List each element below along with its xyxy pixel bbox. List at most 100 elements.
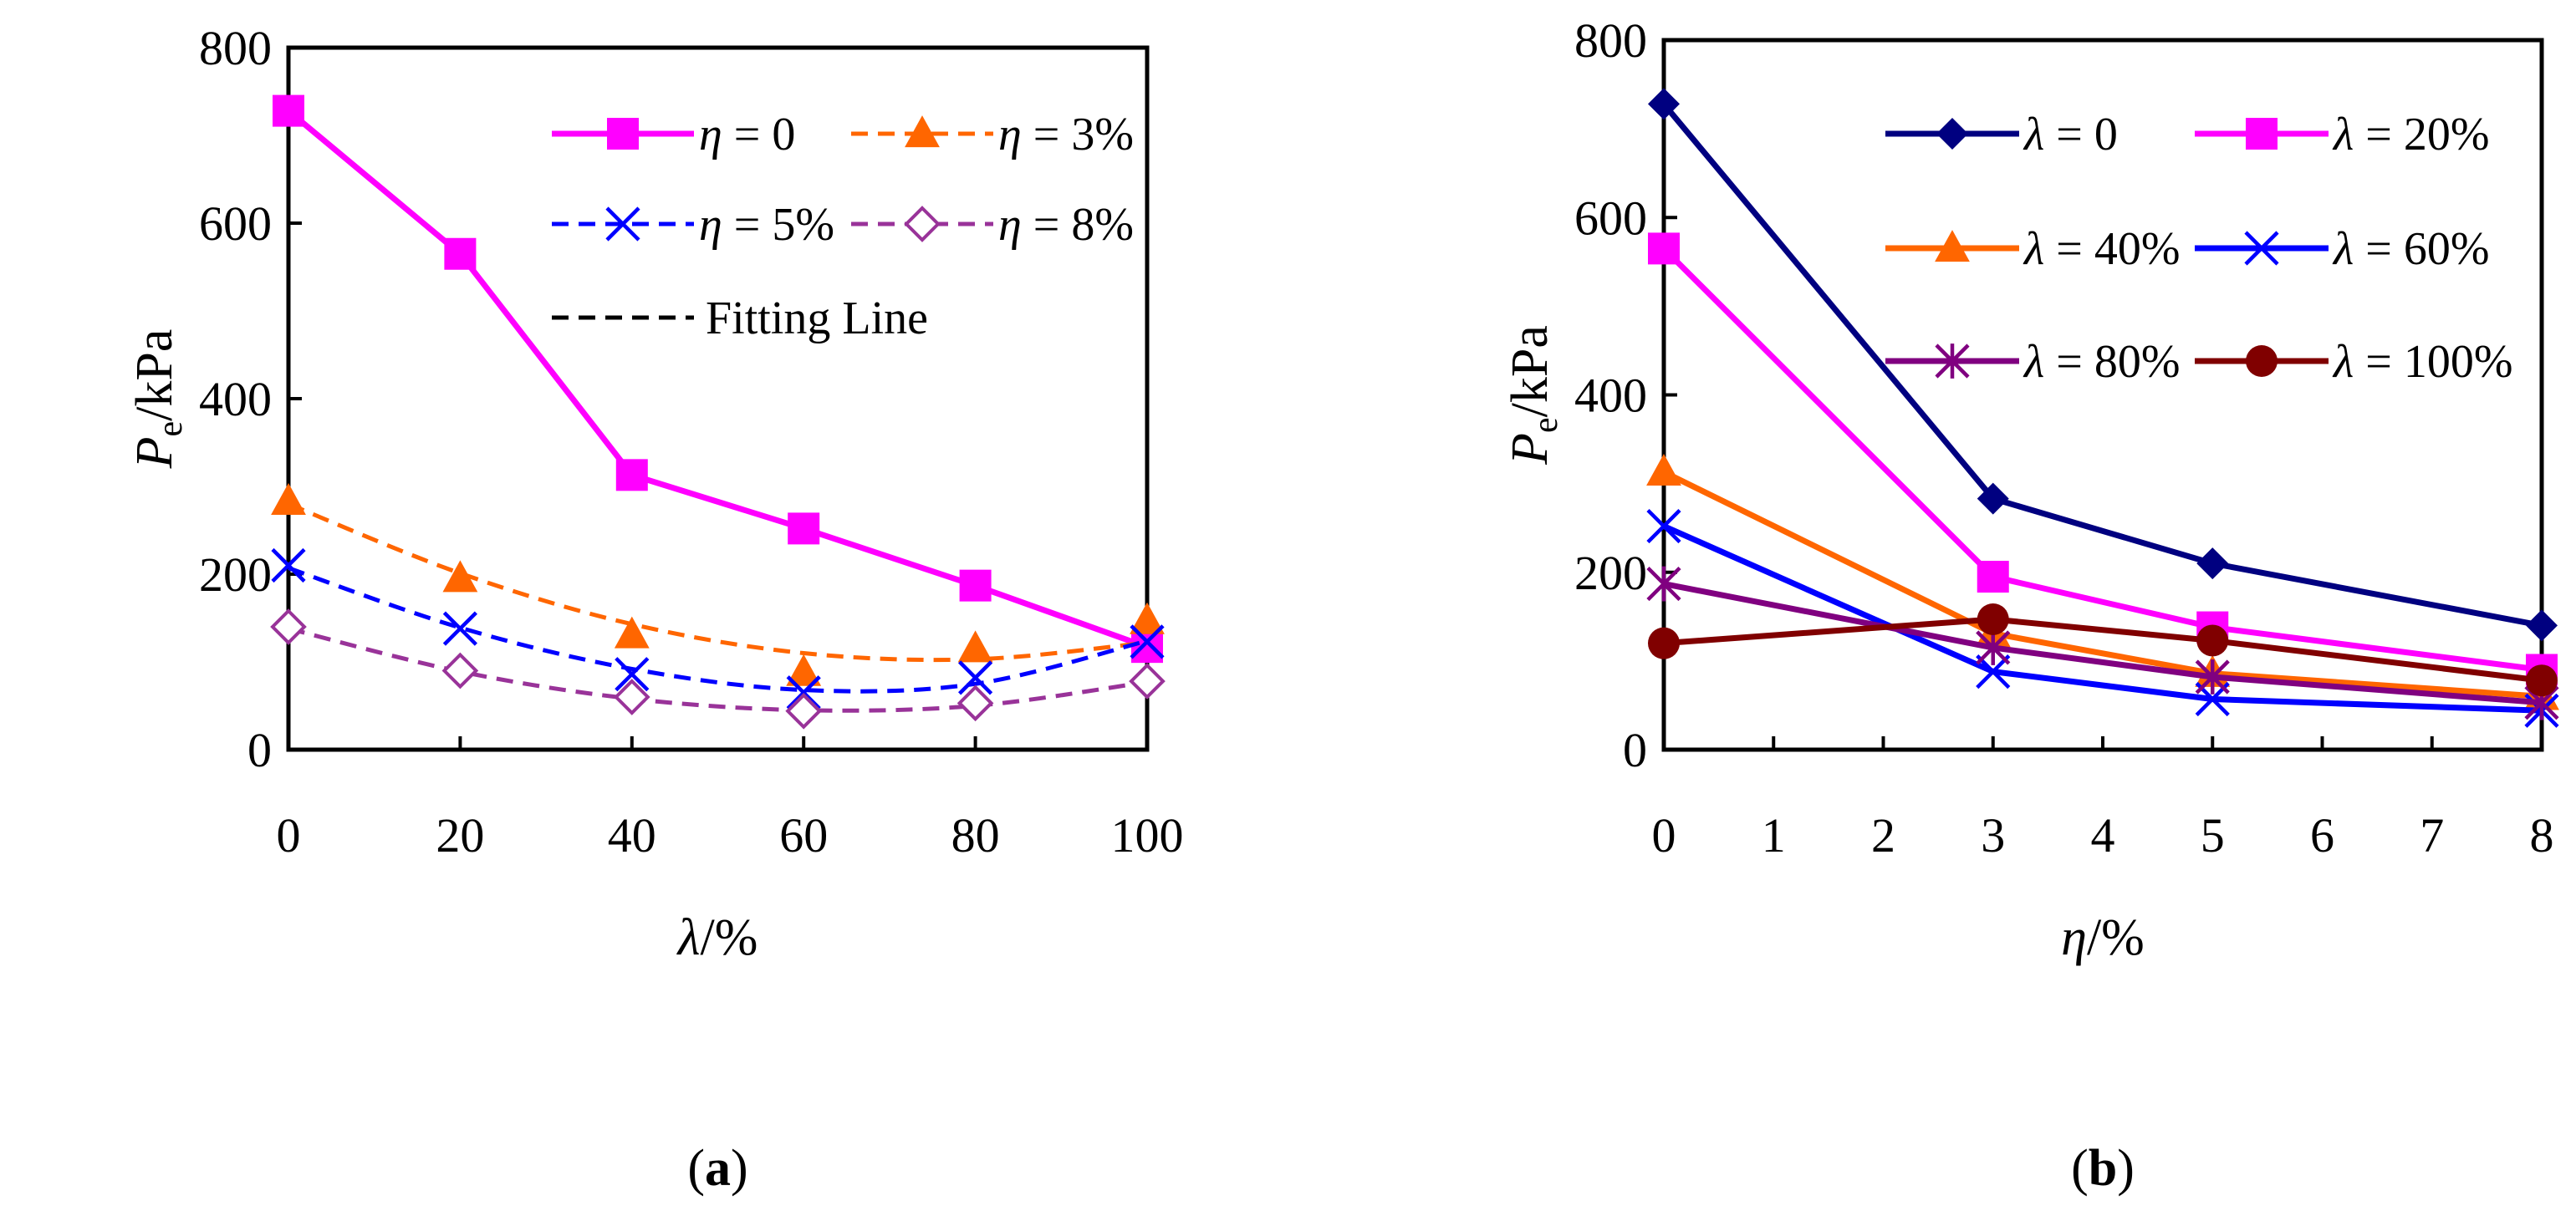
series-5: [1648, 603, 2558, 697]
legend-marker: [904, 206, 941, 242]
x-tick-label: 80: [951, 808, 1000, 862]
y-axis-label-subscript: e: [1527, 417, 1565, 433]
data-point: [441, 652, 479, 689]
data-point: [1646, 453, 1681, 486]
panel-label-letter: b: [2089, 1140, 2117, 1197]
series-line: [1662, 469, 2543, 700]
data-point: [271, 547, 306, 583]
panel-label-close: ): [731, 1140, 748, 1197]
x-tick-label: 3: [1981, 808, 2005, 862]
legend-label: Fitting Line: [706, 293, 928, 344]
data-point: [786, 654, 822, 686]
x-axis-label-unit: /%: [700, 909, 757, 966]
panel-label: (a): [687, 1140, 747, 1197]
data-point: [1648, 232, 1680, 265]
series-line: [1661, 102, 2543, 628]
legend-entry: λ = 0: [1885, 109, 2118, 160]
legend-entry: η = 0: [552, 109, 795, 160]
series-2: [271, 547, 1165, 710]
legend-marker: [605, 206, 640, 242]
series-line: [1663, 581, 2543, 706]
x-tick-label: 0: [277, 808, 301, 862]
legend-label-text: = 0: [722, 109, 796, 160]
data-point: [958, 660, 993, 695]
y-tick-label: 800: [1574, 13, 1647, 68]
y-tick-label: 200: [1574, 546, 1647, 600]
data-point: [1977, 603, 2009, 635]
series-1: [1648, 232, 2558, 686]
x-tick-label: 60: [779, 808, 828, 862]
legend-label-text: = 8%: [1022, 199, 1134, 251]
legend-label-symbol: η: [699, 109, 722, 160]
legend-entry: η = 3%: [851, 109, 1134, 160]
x-axis-label-symbol: η: [2061, 909, 2087, 966]
legend-label-symbol: λ: [2023, 109, 2044, 160]
panel-label-open: (: [2071, 1140, 2089, 1197]
legend-label: λ = 80%: [2023, 336, 2181, 388]
series-0: [1648, 88, 2558, 642]
data-point: [788, 512, 820, 545]
y-tick-label: 400: [199, 372, 272, 426]
data-point: [1130, 602, 1165, 634]
x-axis-label-symbol: λ: [676, 909, 701, 966]
data-point: [270, 608, 307, 645]
legend-label-symbol: η: [699, 199, 722, 251]
x-tick-label: 4: [2091, 808, 2115, 862]
legend-label-text: = 40%: [2044, 223, 2180, 275]
legend-label-symbol: λ: [2332, 223, 2354, 275]
x-tick-label: 40: [608, 808, 656, 862]
data-point: [1977, 561, 2009, 593]
data-point: [1648, 627, 1680, 659]
fitting-curve: [288, 626, 1148, 713]
data-point: [1646, 566, 1681, 602]
series-1: [271, 483, 1165, 686]
data-point: [1129, 663, 1166, 700]
data-point: [1130, 624, 1165, 659]
legend-label-text: = 0: [2044, 109, 2118, 160]
series-line: [286, 108, 1149, 650]
legend-label-symbol: λ: [2332, 336, 2354, 388]
panel-label-open: (: [687, 1140, 705, 1197]
data-point: [1976, 654, 2011, 689]
legend-label: η = 5%: [699, 199, 834, 251]
data-point: [785, 692, 823, 730]
legend-marker: [905, 115, 940, 148]
x-tick-label: 5: [2201, 808, 2225, 862]
data-point: [1977, 482, 2009, 515]
x-tick-label: 1: [1762, 808, 1786, 862]
data-point: [442, 611, 477, 646]
legend-entry-fitting: Fitting Line: [552, 293, 928, 344]
data-point: [2196, 547, 2229, 580]
legend-marker: [2246, 118, 2278, 150]
data-point: [1131, 631, 1163, 664]
data-point: [444, 237, 477, 270]
legend-label-symbol: η: [998, 109, 1022, 160]
legend-label-symbol: λ: [2332, 109, 2354, 160]
x-axis-label-unit: /%: [2087, 909, 2145, 966]
legend-marker: [1935, 343, 1970, 379]
legend-label: λ = 100%: [2332, 336, 2513, 388]
series-line: [1661, 246, 2543, 673]
legend-entry: λ = 40%: [1885, 223, 2181, 275]
legend-label: η = 3%: [998, 109, 1134, 160]
data-point: [959, 569, 992, 602]
chart-panel-a: 0 200 400 600 800 0 20 40 60 80 100 λ/% Pe/kPa (a) η =…: [126, 21, 1184, 1197]
panel-label: (b): [2071, 1140, 2135, 1197]
y-axis-label: Pe/kPa: [1502, 325, 1565, 466]
data-point: [2196, 624, 2229, 657]
data-point: [1648, 88, 1680, 120]
panel-label-letter: a: [705, 1140, 731, 1197]
y-axis-label-symbol: P: [126, 437, 183, 470]
series-line: [1662, 523, 2543, 714]
y-tick-label: 400: [1574, 369, 1647, 423]
legend-label: λ = 20%: [2332, 109, 2490, 160]
y-tick-label: 200: [199, 547, 272, 602]
fitting-curve: [288, 501, 1148, 663]
legend-label: λ = 40%: [2023, 223, 2181, 275]
legend-entry: λ = 60%: [2195, 223, 2490, 275]
data-point: [271, 483, 306, 515]
x-tick-label: 20: [436, 808, 484, 862]
y-axis-label-symbol: P: [1502, 433, 1558, 466]
legend-entry: λ = 100%: [2195, 336, 2513, 388]
